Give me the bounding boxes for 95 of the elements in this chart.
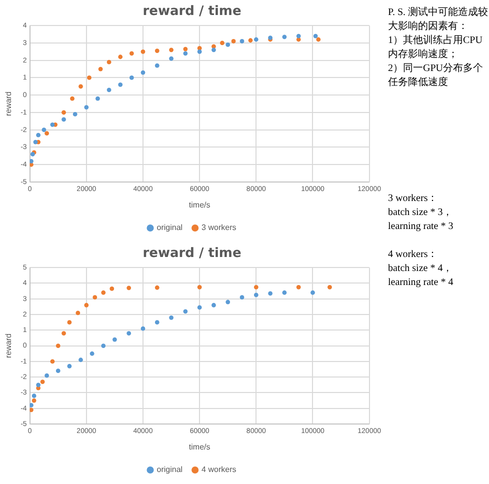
text: P. S. 测试中可能造成较大影响的因素有： 1）其他训练占用CPU内存影响速度； 2）同一GPU分布多个任务降低速度: [388, 6, 489, 90]
point: [67, 320, 72, 325]
point: [40, 380, 45, 384]
point: [254, 37, 258, 42]
text: 3 workers： batch size * 3， learning rate * 3: [388, 192, 454, 234]
point: [101, 290, 106, 295]
point: [140, 326, 146, 331]
x-axis-title: time/s: [188, 442, 210, 452]
chart-title: reward / time: [142, 246, 242, 262]
point: [78, 84, 83, 89]
point: [56, 368, 60, 374]
point: [169, 315, 174, 320]
point: [183, 46, 188, 52]
point: [140, 70, 146, 75]
point: [254, 284, 258, 290]
point: [313, 34, 318, 38]
point: [296, 34, 301, 38]
point: [50, 359, 55, 364]
point: [240, 39, 244, 44]
point: [106, 88, 112, 92]
point: [310, 290, 315, 295]
point: [129, 51, 134, 56]
legend-label: 4 workers: [202, 465, 236, 474]
point: [226, 300, 230, 304]
point: [316, 37, 321, 42]
point: [98, 66, 103, 72]
point: [30, 408, 34, 412]
point: [62, 331, 66, 336]
x-axis-title: time/s: [188, 200, 210, 210]
point: [129, 76, 134, 80]
point: [212, 302, 216, 308]
point: [32, 394, 36, 398]
point: [84, 302, 89, 308]
point: [112, 337, 117, 342]
point: [32, 398, 36, 403]
point: [226, 42, 230, 47]
point: [197, 284, 202, 290]
point: [30, 403, 34, 408]
point: [78, 358, 83, 362]
point: [106, 60, 112, 64]
text: 4 workers： batch size * 4， learning rate * 4: [388, 248, 454, 290]
point: [126, 331, 132, 336]
point: [56, 344, 60, 348]
point: [248, 38, 253, 43]
point: [76, 310, 80, 316]
point: [33, 140, 38, 144]
point: [96, 96, 100, 101]
point: [183, 309, 188, 314]
point: [44, 131, 49, 136]
point: [197, 305, 202, 310]
point: [154, 285, 160, 290]
legend-label: original: [156, 465, 183, 474]
legend-label: original: [156, 223, 183, 232]
point: [282, 290, 287, 295]
point: [254, 292, 258, 298]
point: [87, 76, 92, 80]
point: [240, 295, 244, 300]
y-axis-title: reward: [4, 92, 14, 116]
point: [126, 286, 132, 290]
point: [42, 128, 46, 132]
point: [70, 96, 74, 101]
point: [67, 364, 72, 368]
point: [118, 82, 123, 87]
point: [154, 63, 160, 68]
point: [84, 105, 89, 110]
point: [90, 351, 94, 356]
point: [118, 54, 123, 60]
point: [220, 40, 224, 46]
point: [268, 291, 272, 296]
point: [30, 158, 34, 164]
point: [296, 284, 301, 290]
point: [183, 51, 188, 56]
point: [36, 382, 41, 388]
y-axis-title: reward: [4, 334, 14, 358]
point: [62, 117, 66, 122]
chart-title: reward / time: [142, 4, 242, 20]
point: [197, 49, 202, 54]
point: [44, 373, 49, 378]
point: [101, 344, 106, 348]
legend-label: 3 workers: [202, 223, 236, 232]
point: [169, 56, 174, 61]
point: [92, 295, 98, 300]
point: [110, 286, 114, 291]
point: [72, 112, 78, 116]
point: [328, 284, 332, 290]
point: [154, 48, 160, 53]
point: [169, 48, 174, 52]
point: [231, 39, 236, 44]
point: [154, 320, 160, 325]
point: [50, 122, 55, 127]
point: [212, 48, 216, 52]
point: [62, 110, 66, 115]
point: [140, 49, 146, 54]
point: [282, 34, 287, 40]
point: [36, 132, 41, 138]
